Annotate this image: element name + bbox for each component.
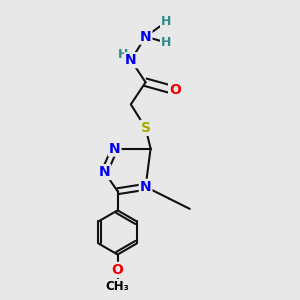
Text: N: N <box>98 165 110 179</box>
Text: N: N <box>140 30 152 44</box>
Text: S: S <box>141 121 151 135</box>
Text: H: H <box>117 48 128 62</box>
Text: O: O <box>112 263 124 277</box>
Text: O: O <box>169 82 181 97</box>
Text: N: N <box>140 180 152 194</box>
Text: N: N <box>109 142 121 155</box>
Text: H: H <box>161 36 171 49</box>
Text: N: N <box>125 53 137 67</box>
Text: CH₃: CH₃ <box>106 280 130 293</box>
Text: H: H <box>161 15 171 28</box>
